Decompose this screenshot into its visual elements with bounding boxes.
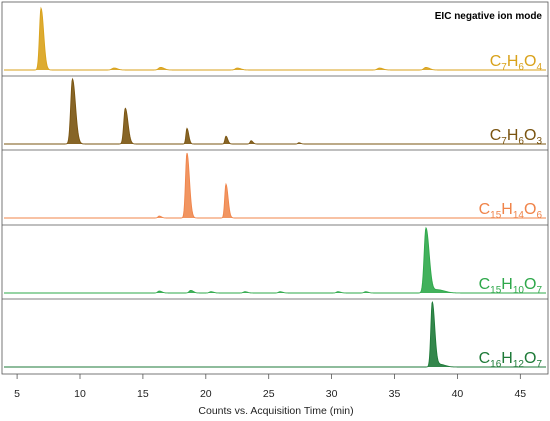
x-tick-label: 10 [74, 388, 86, 400]
trace-fill [4, 227, 546, 293]
series-formula-label: C7H6O4 [490, 53, 543, 73]
mode-label: EIC negative ion mode [435, 11, 543, 22]
trace-panel: C15H14O6 [2, 149, 548, 221]
trace-line [4, 77, 546, 145]
x-tick-label: 25 [263, 388, 275, 400]
plot-frame [1, 1, 549, 375]
x-tick-label: 20 [200, 388, 212, 400]
trace-panels: C7H6O4 C7H6O3 C15H14O6 C15H10O7 C16H12O7 [2, 6, 548, 370]
trace-panel: C16H12O7 [2, 298, 548, 370]
series-formula-label: C15H14O6 [479, 201, 543, 221]
series-formula-label: C16H12O7 [479, 350, 543, 370]
x-axis: 5 10 15 20 25 30 35 40 45 [14, 374, 526, 400]
x-tick-label: 45 [514, 388, 526, 400]
series-formula-label: C15H10O7 [479, 276, 543, 296]
x-tick-label: 15 [137, 388, 149, 400]
trace-fill [4, 79, 546, 144]
trace-fill [4, 302, 546, 367]
trace-panel: C7H6O4 [4, 6, 546, 73]
x-tick-label: 35 [389, 388, 401, 400]
x-tick-label: 30 [326, 388, 338, 400]
x-axis-label: Counts vs. Acquisition Time (min) [198, 405, 353, 417]
trace-panel: C15H10O7 [2, 224, 548, 296]
trace-line [4, 226, 546, 294]
x-tick-label: 5 [14, 388, 20, 400]
trace-line [4, 6, 546, 71]
series-formula-label: C7H6O3 [490, 127, 543, 147]
trace-panel: C7H6O3 [2, 75, 548, 147]
trace-fill [4, 153, 546, 218]
x-tick-label: 40 [452, 388, 464, 400]
trace-line [4, 300, 546, 368]
trace-line [4, 152, 546, 219]
